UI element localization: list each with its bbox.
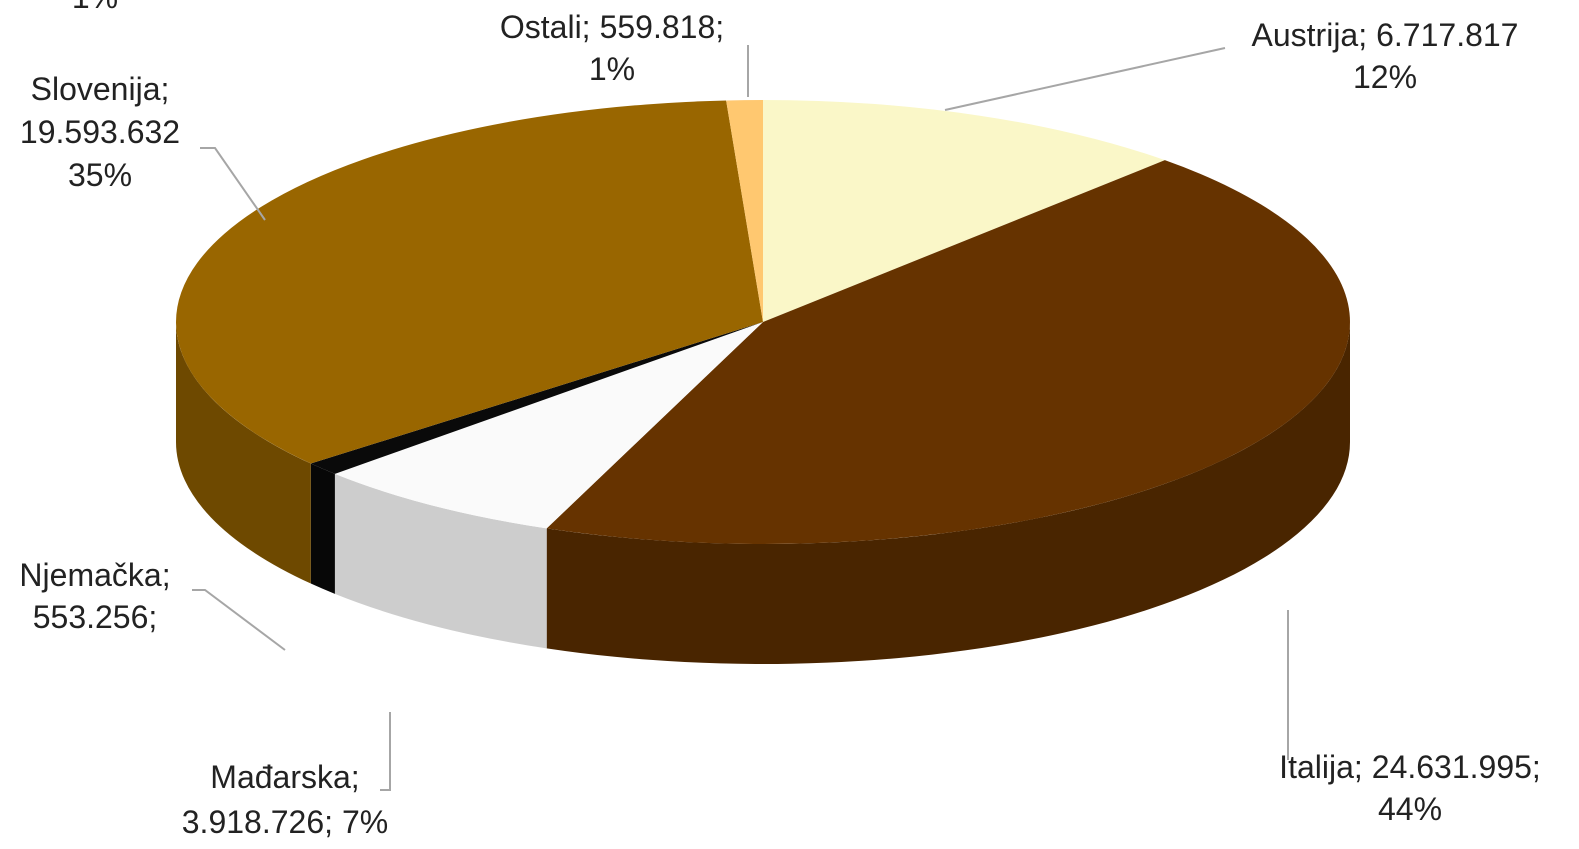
- label-part: 24.631.995: [1372, 749, 1532, 785]
- separator: ;: [148, 599, 157, 635]
- separator: ;: [582, 9, 591, 45]
- label-part: 6.717.817: [1376, 17, 1518, 53]
- label-part: Slovenija: [31, 71, 161, 107]
- slice: [310, 322, 763, 474]
- data-label: Slovenija;: [31, 71, 170, 107]
- label-part: Njemačka: [19, 557, 161, 593]
- slice: [175, 100, 763, 464]
- label-part: 35%: [68, 157, 132, 193]
- label-part: 559.818: [600, 9, 716, 45]
- label-part: 1%: [72, 0, 118, 15]
- label-part: Italija: [1279, 749, 1354, 785]
- separator: ;: [715, 9, 724, 45]
- separator: ;: [162, 557, 171, 593]
- data-label: Ostali; 559.818;: [500, 9, 724, 45]
- separator: ;: [324, 804, 333, 840]
- data-label: 1%: [72, 0, 118, 15]
- leader-line: [944, 47, 1226, 111]
- label-part: 12%: [1353, 59, 1417, 95]
- label-part: 19.593.632: [20, 114, 180, 150]
- data-label: 35%: [68, 157, 132, 193]
- label-part: Ostali: [500, 9, 582, 45]
- label-part: 7%: [342, 804, 388, 840]
- data-label: 44%: [1378, 791, 1442, 827]
- data-label: 19.593.632: [20, 114, 180, 150]
- data-label: Austrija; 6.717.817: [1252, 17, 1519, 53]
- separator: ;: [160, 71, 169, 107]
- slice: [546, 160, 1350, 544]
- data-label: 12%: [1353, 59, 1417, 95]
- label-part: 553.256: [33, 599, 149, 635]
- slice-side: [176, 322, 311, 584]
- separator: ;: [1532, 749, 1541, 785]
- slice: [763, 100, 1165, 322]
- slice: [726, 100, 763, 322]
- leader-line: [380, 712, 391, 791]
- slice-side: [310, 463, 335, 594]
- data-label: Njemačka;: [19, 557, 170, 593]
- leader-line: [200, 147, 266, 221]
- data-label: 553.256;: [33, 599, 158, 635]
- data-label: Italija; 24.631.995;: [1279, 749, 1541, 785]
- label-part: 1%: [589, 51, 635, 87]
- data-label: 3.918.726; 7%: [182, 804, 389, 840]
- label-part: Mađarska: [210, 759, 351, 795]
- data-label: Mađarska;: [210, 759, 359, 795]
- slice-side: [546, 322, 1350, 664]
- slice: [334, 322, 763, 529]
- leader-line: [192, 589, 286, 651]
- label-part: 3.918.726: [182, 804, 324, 840]
- label-part: 44%: [1378, 791, 1442, 827]
- separator: ;: [1354, 749, 1363, 785]
- data-label: 1%: [589, 51, 635, 87]
- slice-side: [334, 473, 547, 649]
- label-part: Austrija: [1252, 17, 1359, 53]
- separator: ;: [1358, 17, 1367, 53]
- separator: ;: [351, 759, 360, 795]
